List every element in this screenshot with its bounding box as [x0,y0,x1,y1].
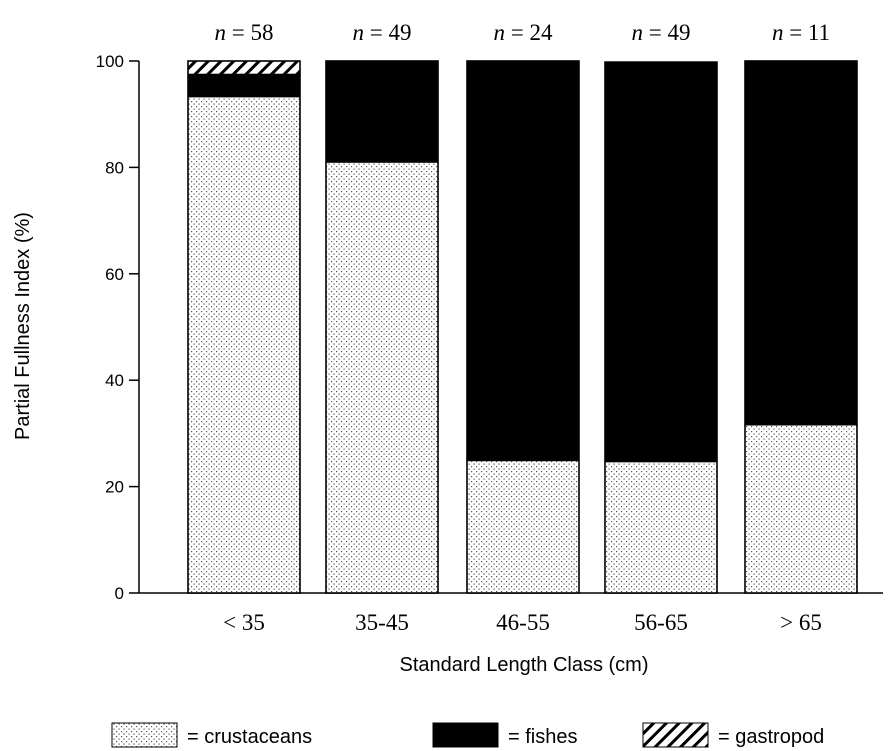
category-labels: < 35 35-45 46-55 56-65 > 65 [223,610,822,635]
bar-outline [325,60,439,594]
y-tick-label: 0 [115,584,124,603]
sample-size-label: n = 11 [772,20,830,45]
bar-outline [466,60,580,594]
legend-swatch [642,722,709,748]
y-axis-title: Partial Fullness Index (%) [12,212,34,440]
x-tick-label: < 35 [223,610,265,635]
x-tick-label: 46-55 [496,610,550,635]
bar-stack [187,60,301,594]
bar-segment-fishes [744,60,858,426]
bar-stack [604,61,718,594]
bar-segment-fishes [466,60,580,462]
x-tick-label: 56-65 [634,610,688,635]
bar-segment-fishes [604,61,718,463]
bar-segment-fishes [325,60,439,163]
y-tick-label: 20 [105,478,124,497]
sample-size-labels: n = 58 n = 49 n = 24 n = 49 n = 11 [215,20,831,45]
legend-item-fishes: = fishes [432,722,577,748]
bar-outline [187,60,301,594]
bar-segment-crustaceans [744,424,858,594]
legend-label: = fishes [508,726,577,748]
bar-stack [325,60,439,594]
legend-swatch [432,722,499,748]
x-tick-label: > 65 [780,610,822,635]
legend-label: = crustaceans [187,726,312,748]
bar-outline [744,60,858,594]
legend-item-crustaceans: = crustaceans [111,722,312,748]
bar-stack [466,60,580,594]
legend-swatch [111,722,178,748]
y-tick-label: 100 [96,52,124,71]
x-tick-label: 35-45 [355,610,409,635]
x-axis-title: Standard Length Class (cm) [399,654,648,676]
bar-segment-crustaceans [187,96,301,594]
bar-stack [744,60,858,594]
bar-segment-crustaceans [325,161,439,594]
sample-size-label: n = 58 [215,20,274,45]
bar-segment-crustaceans [466,459,580,594]
y-axis: 0 20 40 60 80 100 [96,52,140,603]
bar-outline [604,61,718,594]
legend-label: = gastropod [718,726,824,748]
bars-group [187,60,858,594]
sample-size-label: n = 49 [632,20,691,45]
sample-size-label: n = 49 [353,20,412,45]
y-tick-label: 80 [105,158,124,177]
bar-segment-gastropod [187,60,301,75]
legend-item-gastropod: = gastropod [642,722,824,748]
y-tick-label: 60 [105,265,124,284]
bar-segment-crustaceans [604,460,718,594]
sample-size-label: n = 24 [494,20,553,45]
y-tick-label: 40 [105,371,124,390]
bar-segment-fishes [187,73,301,98]
legend: = crustaceans = fishes = gastropod [111,722,824,748]
